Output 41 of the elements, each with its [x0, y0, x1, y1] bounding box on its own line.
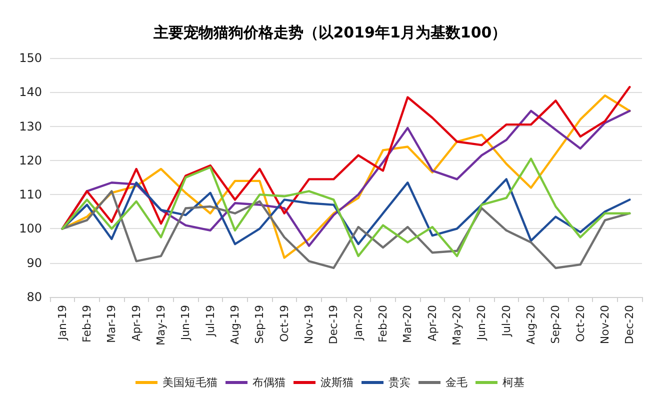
x-tick-label: Feb-20	[376, 305, 390, 342]
x-tick-label: Jul-20	[500, 305, 513, 338]
legend-label: 贵宾	[388, 376, 410, 389]
x-tick-label: May-20	[450, 305, 464, 346]
y-tick-label: 120	[19, 153, 42, 168]
x-tick-label: Dec-20	[623, 305, 636, 344]
x-tick-label: Jan-20	[352, 305, 365, 341]
x-tick-label: Jun-20	[475, 305, 488, 342]
x-tick-label: Sep-20	[549, 305, 562, 344]
legend-label: 金毛	[446, 376, 468, 389]
x-tick-label: Nov-19	[302, 305, 316, 344]
x-tick-label: Feb-19	[80, 305, 94, 342]
x-tick-label: Jul-19	[204, 305, 217, 338]
x-tick-label: Jan-19	[56, 305, 69, 341]
x-tick-label: Nov-20	[598, 305, 612, 344]
y-tick-label: 80	[26, 290, 42, 304]
x-tick-label: Aug-20	[524, 305, 538, 344]
chart-title: 主要宠物猫狗价格走势（以2019年1月为基数100）	[152, 24, 507, 42]
y-tick-label: 140	[19, 85, 42, 100]
y-tick-label: 150	[19, 51, 42, 65]
legend-label: 柯基	[502, 376, 524, 389]
y-tick-label: 90	[26, 256, 42, 270]
y-tick-label: 130	[19, 119, 42, 134]
line-series	[61, 190, 631, 270]
y-tick-label: 100	[19, 222, 42, 236]
x-tick-label: Mar-19	[105, 305, 118, 344]
legend-label: 波斯猫	[320, 376, 354, 389]
x-tick-label: Mar-20	[401, 305, 414, 344]
x-tick-label: Apr-20	[426, 305, 439, 342]
legend-label: 布偶猫	[252, 376, 286, 389]
x-tick-label: Jun-19	[179, 305, 192, 342]
legend-label: 美国短毛猫	[162, 376, 218, 389]
x-tick-label: Oct-20	[574, 305, 587, 342]
x-tick-label: Aug-19	[228, 305, 242, 344]
x-tick-label: Apr-19	[130, 305, 143, 342]
x-tick-label: Oct-19	[278, 305, 291, 342]
x-tick-label: Dec-19	[327, 305, 340, 344]
x-tick-label: May-19	[154, 305, 168, 346]
y-tick-label: 110	[19, 188, 42, 202]
line-series	[61, 158, 631, 258]
x-tick-label: Sep-19	[253, 305, 266, 344]
